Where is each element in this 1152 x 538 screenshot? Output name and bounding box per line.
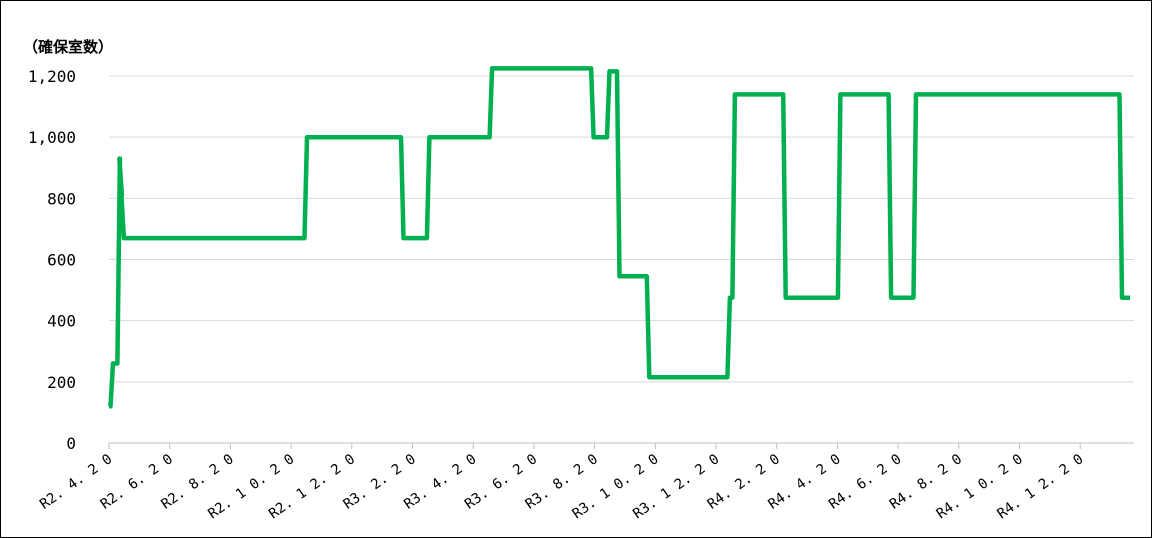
y-tick-label: 0 — [66, 434, 76, 453]
y-tick-label: 600 — [47, 251, 76, 270]
series-group — [108, 66, 1130, 409]
y-tick-label: 1,200 — [28, 67, 76, 86]
y-tick-labels: 0 200 400 600 800 1,000 1,200 — [28, 67, 76, 453]
y-tick-label: 200 — [47, 373, 76, 392]
y-tick-label: 800 — [47, 189, 76, 208]
y-axis-label: （確保室数） — [23, 38, 113, 56]
x-tick-labels: R2. 4. 2 0R2. 6. 2 0R2. 8. 2 0R2. 1 0. 2… — [37, 451, 1086, 522]
y-tick-label: 1,000 — [28, 128, 76, 147]
x-axis-ticks — [108, 443, 1081, 449]
series-line — [108, 66, 1130, 409]
y-tick-label: 400 — [47, 312, 76, 331]
gridlines — [109, 75, 1134, 383]
